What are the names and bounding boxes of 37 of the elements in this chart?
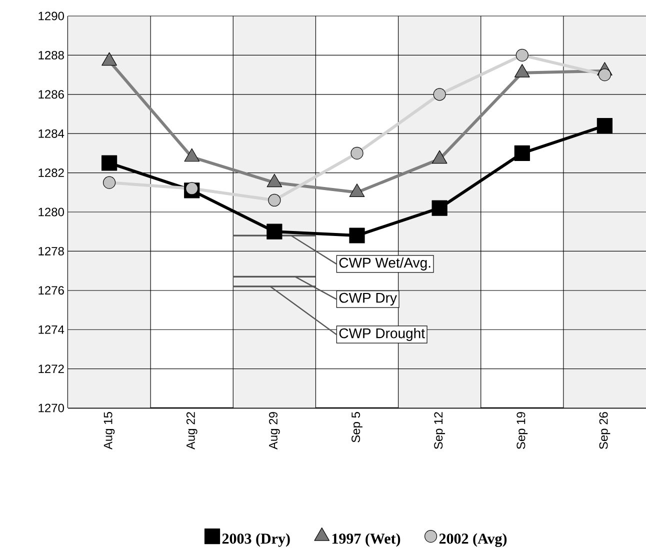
- point: [101, 155, 118, 171]
- point: [268, 194, 281, 207]
- x-tick-label: Aug 15: [104, 412, 115, 450]
- point: [102, 176, 116, 189]
- y-tick-label: 1278: [38, 246, 64, 256]
- point: [186, 182, 198, 195]
- y-tick-label: 1280: [38, 208, 64, 216]
- ref-line-label: CWP Drought: [339, 328, 425, 342]
- point: [432, 200, 448, 216]
- point: [266, 224, 282, 240]
- y-tick-label: 1282: [38, 168, 64, 178]
- legend-label: 1997 (Wet): [332, 533, 400, 547]
- point: [350, 146, 364, 160]
- x-tick-label: Sep 19: [516, 412, 528, 450]
- x-tick-label: Sep 26: [599, 412, 610, 450]
- x-tick-label: Aug 29: [269, 412, 280, 450]
- point: [433, 88, 446, 101]
- y-tick-label: 1288: [38, 50, 64, 60]
- ref-line-label: CWP Dry: [339, 292, 397, 306]
- x-tick-label: Sep 5: [352, 412, 362, 442]
- x-tick-label: Aug 22: [186, 412, 198, 450]
- legend-label: 2002 (Avg): [439, 533, 507, 547]
- point: [349, 228, 365, 244]
- y-tick-label: 1290: [38, 12, 64, 20]
- y-tick-label: 1274: [38, 325, 64, 334]
- y-tick-label: 1270: [38, 404, 64, 412]
- point: [598, 68, 612, 82]
- y-tick-label: 1284: [38, 129, 64, 138]
- point: [514, 145, 530, 161]
- ref-line-label: CWP Wet/Avg.: [339, 257, 430, 270]
- y-tick-label: 1276: [38, 286, 64, 295]
- y-tick-label: 1272: [38, 364, 64, 373]
- point: [596, 118, 613, 134]
- y-tick-label: 1286: [38, 90, 64, 99]
- legend-label: 2003 (Dry): [222, 533, 290, 547]
- x-tick-label: Sep 12: [434, 412, 446, 450]
- point: [516, 48, 528, 62]
